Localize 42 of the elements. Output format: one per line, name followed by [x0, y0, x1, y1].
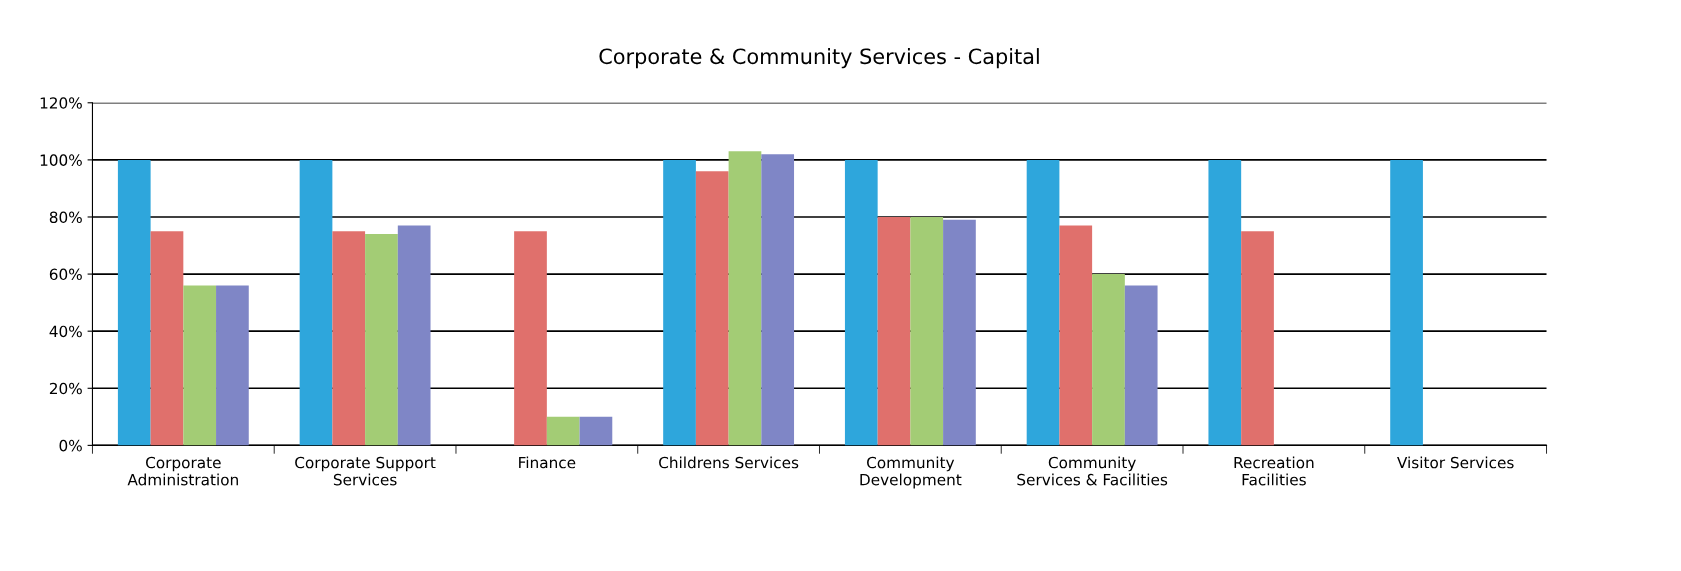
bar	[397, 225, 431, 446]
y-tick-label: 0%	[59, 439, 82, 452]
bar	[546, 416, 580, 446]
chart-title: Corporate & Community Services - Capital	[599, 48, 1039, 69]
x-tick-label: Corporate Support Services	[295, 456, 436, 486]
x-tick-label: Community Services & Facilities	[1017, 456, 1168, 486]
bar	[663, 159, 696, 446]
y-tick-label: 20%	[49, 382, 82, 395]
bar	[579, 416, 613, 446]
bar	[299, 159, 333, 446]
x-tick-label: Visitor Services	[1397, 456, 1514, 469]
bar	[1124, 285, 1158, 446]
bar	[1059, 225, 1093, 446]
bar	[514, 231, 547, 446]
bar	[695, 171, 729, 446]
bar	[1026, 159, 1060, 446]
x-tick-label: Finance	[519, 456, 576, 469]
x-tick-label: Childrens Services	[659, 456, 799, 469]
bar	[365, 234, 398, 446]
bar	[877, 216, 911, 446]
y-tick-label: 120%	[40, 97, 82, 109]
bar	[150, 231, 184, 446]
bar	[761, 154, 795, 446]
x-tick-label: Recreation Facilities	[1234, 456, 1314, 486]
bar	[216, 285, 249, 446]
bar	[1208, 159, 1242, 446]
bar	[183, 285, 217, 446]
bar	[332, 231, 366, 446]
x-tick-label: Community Development	[860, 456, 962, 489]
bar	[728, 151, 762, 446]
bar	[117, 159, 151, 446]
y-tick-label: 60%	[49, 268, 82, 281]
bar	[1390, 159, 1423, 446]
y-tick-label: 100%	[40, 154, 82, 166]
y-tick-label: 40%	[49, 325, 82, 338]
bar	[844, 159, 878, 446]
y-tick-label: 80%	[49, 211, 82, 223]
x-tick-label: Corporate Administration	[127, 456, 238, 486]
bar	[943, 219, 976, 446]
bar	[1092, 274, 1125, 446]
bar	[910, 216, 944, 446]
bar	[1241, 231, 1274, 446]
